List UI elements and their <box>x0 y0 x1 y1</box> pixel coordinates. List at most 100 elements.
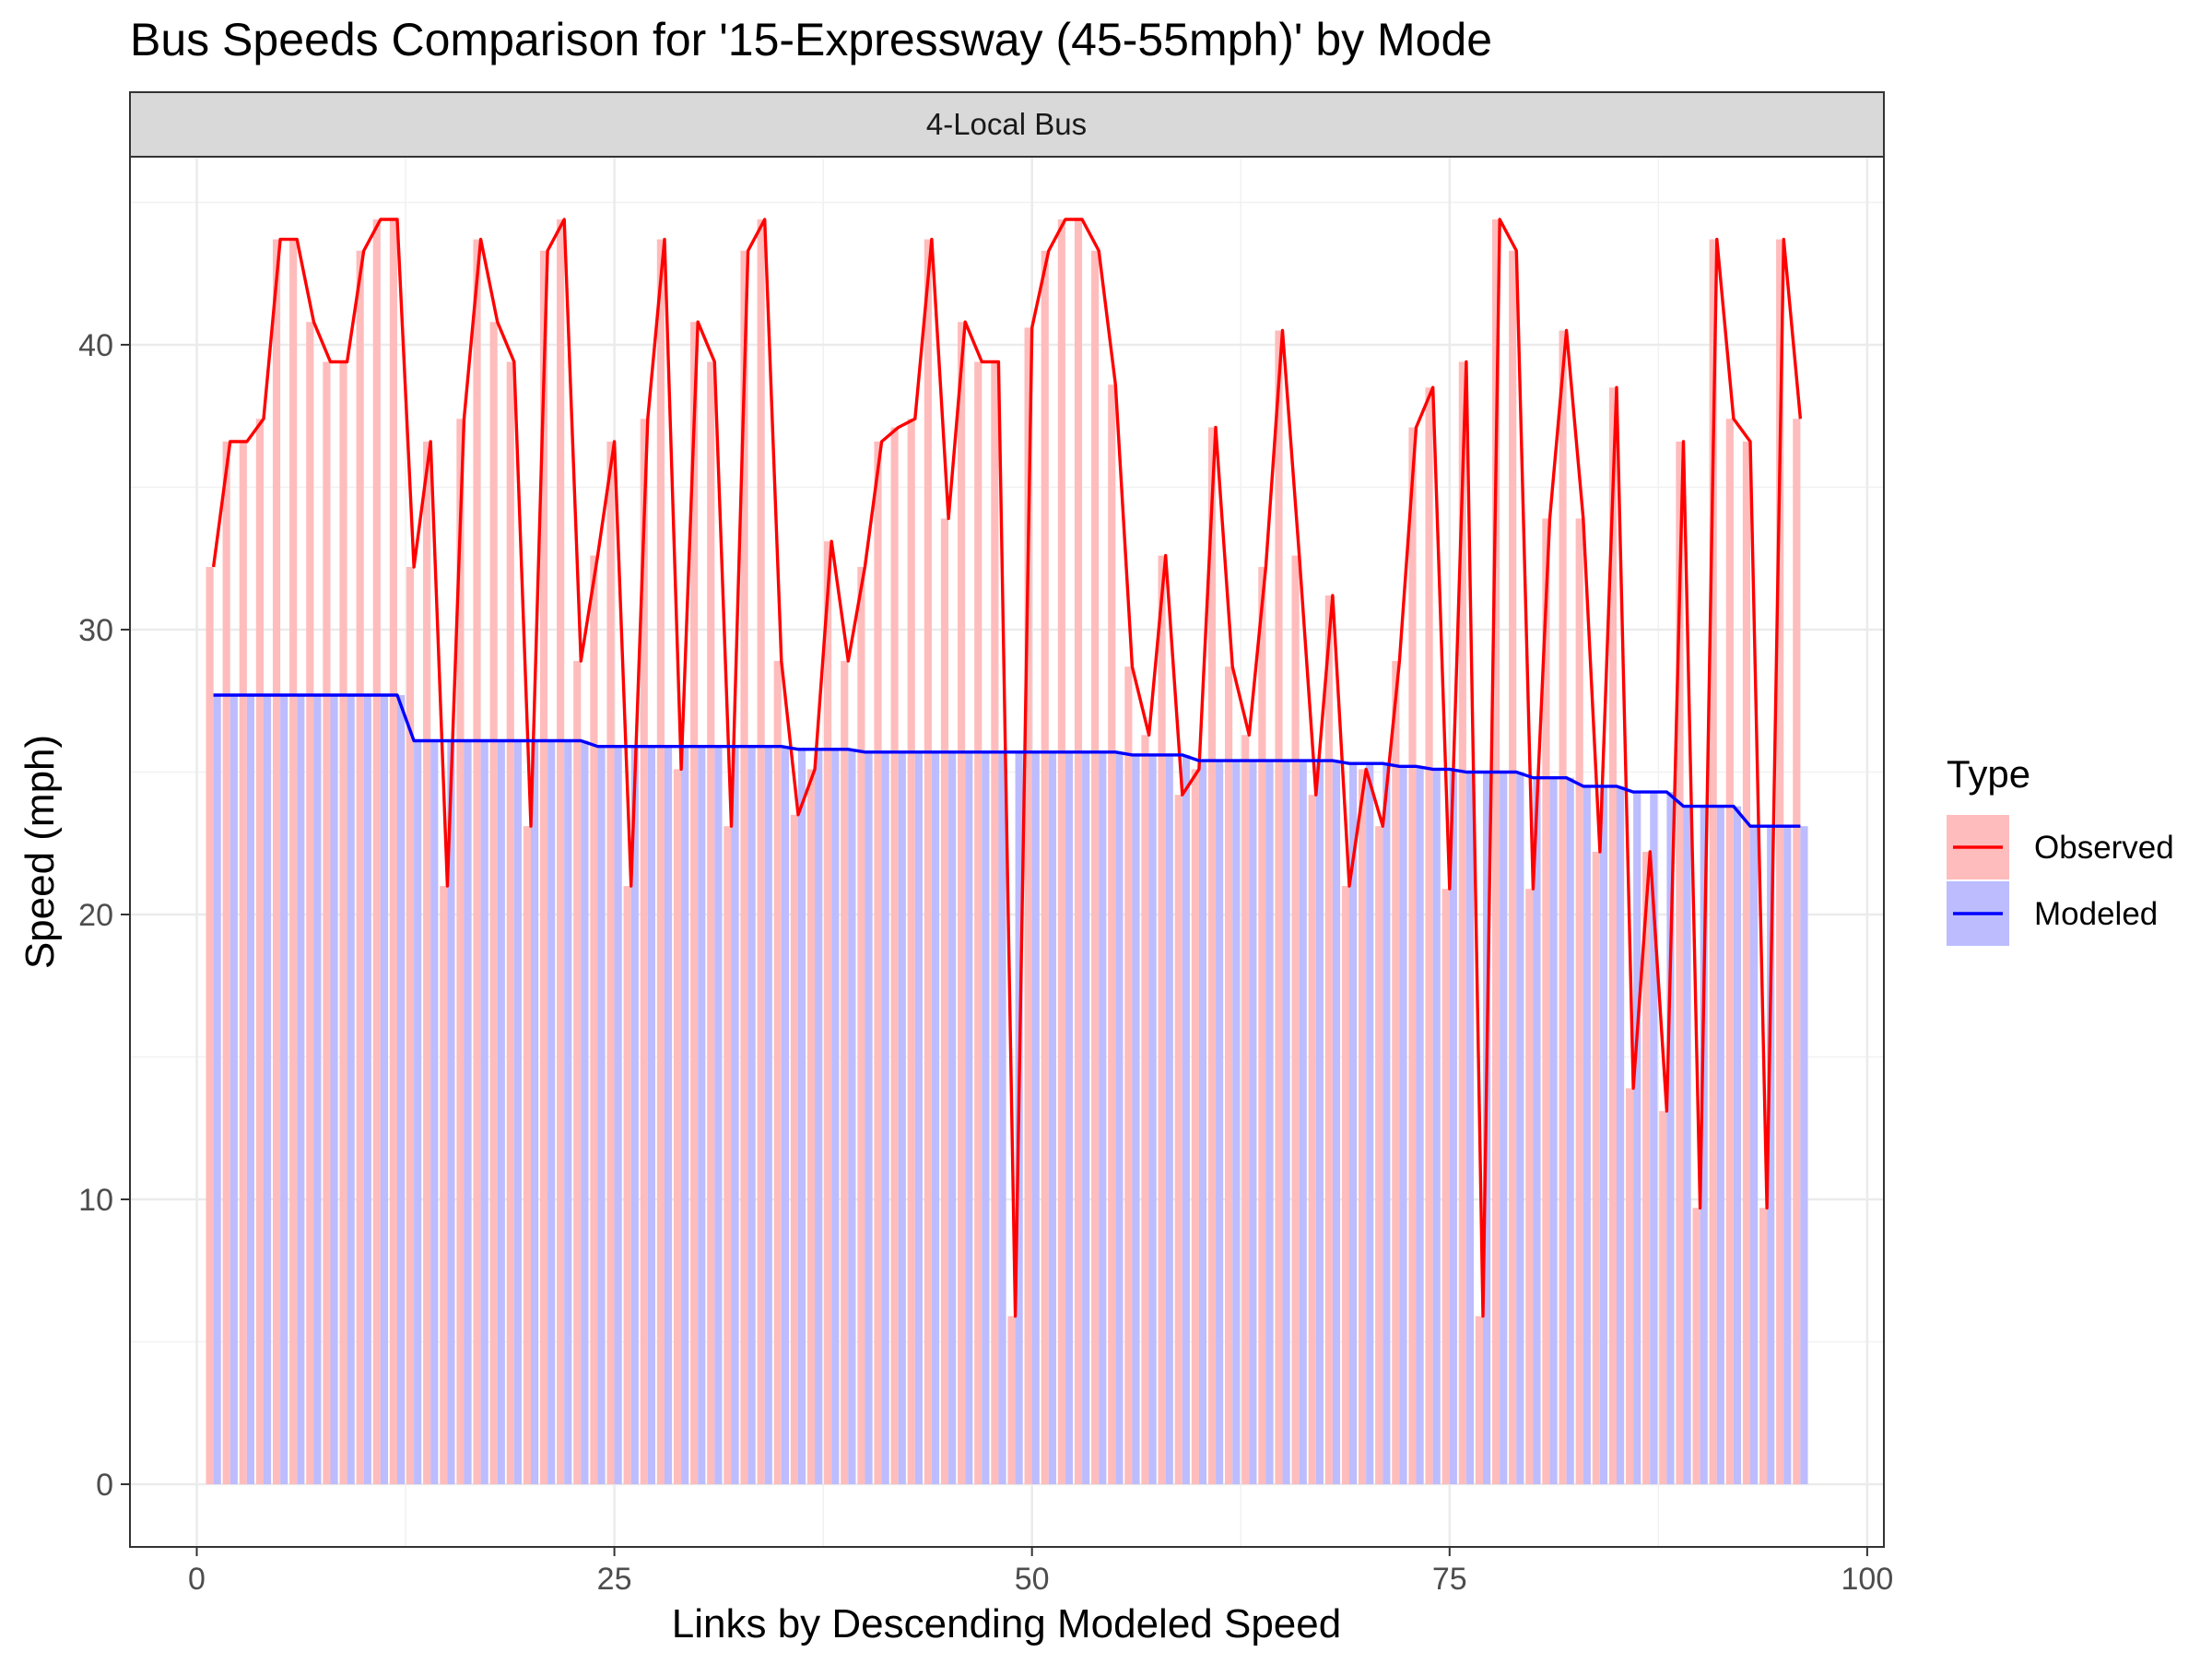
modeled-bar <box>1800 826 1808 1485</box>
modeled-bars <box>213 695 1808 1485</box>
modeled-bar <box>1700 806 1708 1485</box>
y-tick-label: 40 <box>78 328 113 363</box>
modeled-bar <box>1115 751 1124 1485</box>
observed-bar <box>1324 595 1333 1485</box>
modeled-bar <box>313 695 322 1485</box>
observed-bar <box>874 442 882 1485</box>
modeled-bar <box>1716 806 1724 1485</box>
observed-bar <box>690 322 699 1485</box>
modeled-bar <box>998 751 1006 1485</box>
observed-bar <box>991 361 999 1485</box>
x-tick-label: 100 <box>1841 1562 1894 1597</box>
x-tick-label: 75 <box>1432 1562 1467 1597</box>
observed-bar <box>1057 218 1065 1485</box>
observed-bar <box>1759 1208 1768 1485</box>
legend-items: Observed Modeled <box>1947 815 2174 946</box>
modeled-bar <box>1165 754 1173 1485</box>
modeled-bar <box>747 746 756 1485</box>
modeled-bar <box>1566 777 1574 1485</box>
modeled-bar <box>1633 792 1641 1485</box>
modeled-bar <box>229 695 238 1485</box>
modeled-bar <box>447 740 455 1485</box>
observed-bar <box>239 442 247 1485</box>
observed-bar <box>1425 387 1433 1485</box>
modeled-bar <box>831 749 840 1485</box>
legend: Type Observed Modeled <box>1947 752 2174 946</box>
observed-bar <box>1491 218 1500 1485</box>
observed-bars <box>206 218 1801 1485</box>
observed-bar <box>1692 1208 1700 1485</box>
observed-bar <box>506 361 514 1485</box>
modeled-bar <box>614 746 622 1485</box>
modeled-bar <box>480 740 488 1485</box>
modeled-bar <box>1148 754 1157 1485</box>
observed-bar <box>623 886 631 1485</box>
modeled-bar <box>347 695 355 1485</box>
modeled-bar <box>1416 766 1424 1485</box>
legend-item-modeled: Modeled <box>1947 881 2158 946</box>
y-tick-label: 0 <box>96 1468 113 1503</box>
observed-bar <box>1207 427 1217 1485</box>
observed-bar <box>1041 250 1049 1485</box>
y-tick-label: 30 <box>78 613 113 648</box>
modeled-bar <box>931 751 940 1485</box>
modeled-bar <box>1065 751 1074 1485</box>
modeled-bar <box>1048 751 1056 1485</box>
modeled-bar <box>1399 766 1407 1485</box>
modeled-bar <box>698 746 706 1485</box>
observed-bar <box>1642 852 1651 1485</box>
observed-bar <box>289 239 298 1485</box>
observed-bar <box>440 886 448 1485</box>
modeled-bar <box>797 749 806 1485</box>
modeled-bar <box>1750 826 1759 1485</box>
legend-label: Observed <box>2034 830 2174 866</box>
observed-bar <box>940 518 949 1485</box>
observed-bar <box>372 218 381 1485</box>
observed-bar <box>1308 795 1316 1485</box>
modeled-bar <box>914 751 923 1485</box>
observed-bar <box>1225 667 1233 1485</box>
modeled-bar <box>1465 772 1475 1485</box>
observed-bar <box>1174 795 1182 1485</box>
observed-bar <box>1375 826 1383 1485</box>
observed-bar <box>924 239 932 1485</box>
observed-bar <box>406 566 415 1485</box>
modeled-bar <box>1533 777 1541 1485</box>
y-axis: 0 10 20 30 40 <box>78 328 130 1503</box>
observed-bar <box>890 427 899 1485</box>
observed-bar <box>1509 250 1517 1485</box>
modeled-bar <box>581 740 589 1485</box>
observed-bar <box>557 218 565 1485</box>
observed-bar <box>824 541 832 1485</box>
observed-bar <box>1108 384 1116 1485</box>
observed-bar <box>1592 852 1600 1485</box>
modeled-bar <box>1299 761 1307 1485</box>
observed-bar <box>1659 1111 1667 1485</box>
observed-bar <box>656 239 665 1485</box>
modeled-bar <box>530 740 539 1485</box>
observed-bar <box>1191 769 1199 1485</box>
observed-bar <box>1241 735 1250 1485</box>
modeled-bar <box>213 695 221 1485</box>
modeled-bar <box>1182 754 1190 1485</box>
observed-bar <box>740 250 748 1485</box>
modeled-bar <box>1733 806 1742 1485</box>
observed-bar <box>1608 387 1618 1485</box>
observed-bar <box>1441 889 1450 1485</box>
facet-label: 4-Local Bus <box>926 107 1087 141</box>
observed-bar <box>1742 442 1751 1485</box>
modeled-bar <box>1583 785 1591 1485</box>
observed-bar <box>573 660 582 1485</box>
x-tick-label: 25 <box>597 1562 632 1597</box>
observed-bar <box>1291 555 1300 1485</box>
modeled-bar <box>380 695 389 1485</box>
observed-bar <box>423 442 431 1485</box>
modeled-bar <box>1449 769 1457 1485</box>
y-tick-label: 10 <box>78 1183 113 1218</box>
modeled-bar <box>1516 772 1524 1485</box>
modeled-bar <box>1132 754 1140 1485</box>
modeled-bar <box>497 740 505 1485</box>
observed-bar <box>790 814 798 1485</box>
observed-bar <box>1392 660 1400 1485</box>
modeled-bar <box>647 746 655 1485</box>
